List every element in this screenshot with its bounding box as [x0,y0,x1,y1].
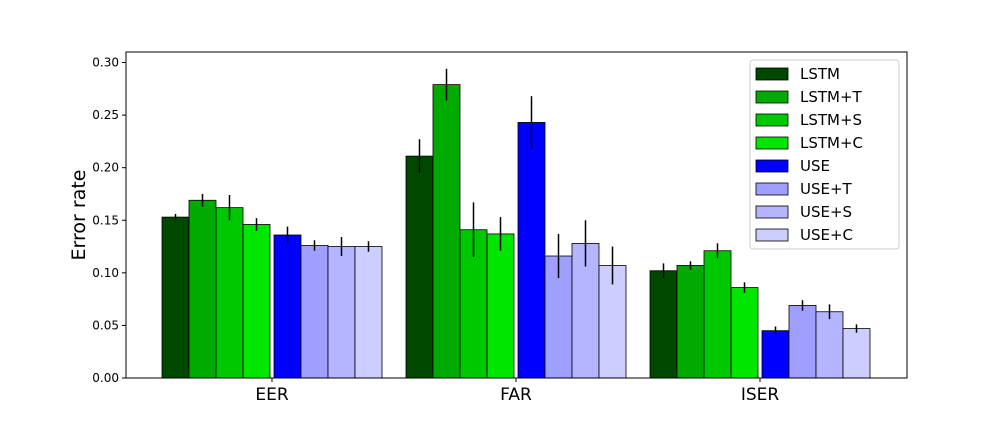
legend-swatch [755,90,789,104]
bar-lstm-c-far [486,233,515,379]
legend-label: LSTM [800,65,840,83]
bar-use-c-eer [354,246,383,379]
legend-swatch [755,159,789,173]
bars-group [161,84,871,379]
y-tick-label: 0.20 [92,161,119,175]
bar-use-s-eer [327,246,356,379]
legend-swatch [755,136,789,150]
legend-label: USE+S [800,203,852,221]
legend-swatch [755,113,789,127]
bar-use-far [517,122,546,379]
y-axis: 0.00 0.05 0.10 0.15 0.20 0.25 0.30 [92,56,126,385]
legend-label: LSTM+S [800,111,862,129]
bar-lstm-c-eer [242,224,271,379]
bar-lstm-s-iser [703,250,732,379]
bar-use-t-iser [788,305,817,379]
bar-use-c-iser [842,328,871,379]
legend-label: USE+C [800,226,853,244]
legend-label: USE [800,157,830,175]
bar-lstm-eer [161,216,190,379]
x-tick-label: ISER [741,385,780,405]
legend-label: USE+T [800,180,853,198]
bar-use-iser [761,330,790,379]
bar-lstm-c-iser [730,287,759,379]
legend: LSTM LSTM+T LSTM+S LSTM+C USE USE+T USE+S USE+C [749,59,900,250]
bar-lstm-far [405,155,434,379]
x-tick-label: FAR [500,385,532,405]
y-tick-label: 0.00 [92,371,119,385]
bar-lstm-t-eer [188,199,217,379]
y-tick-label: 0.05 [92,318,119,332]
bar-lstm-iser [649,270,678,379]
legend-swatch [755,205,789,219]
bar-use-s-iser [815,311,844,379]
legend-label: LSTM+C [800,134,863,152]
bar-use-t-eer [300,245,329,379]
y-tick-label: 0.10 [92,266,119,280]
x-axis: EER FAR ISER [255,378,779,405]
bar-lstm-s-eer [215,207,244,379]
legend-swatch [755,182,789,196]
error-bars-group [174,68,858,335]
y-axis-label: Error rate [68,170,90,261]
x-tick-label: EER [255,385,288,405]
legend-label: LSTM+T [800,88,863,106]
bar-use-eer [273,234,302,379]
y-tick-label: 0.25 [92,108,119,122]
y-tick-label: 0.15 [92,213,119,227]
bar-lstm-t-far [432,84,461,379]
y-tick-label: 0.30 [92,56,119,70]
bar-lstm-t-iser [676,265,705,379]
legend-frame [749,59,900,250]
legend-swatch [755,228,789,242]
legend-swatch [755,67,789,81]
